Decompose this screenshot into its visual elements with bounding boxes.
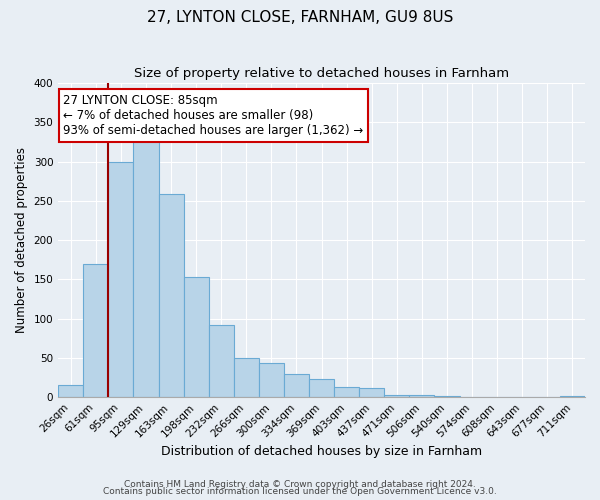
Bar bbox=[133, 140, 158, 397]
Bar bbox=[158, 194, 184, 397]
Text: Contains public sector information licensed under the Open Government Licence v3: Contains public sector information licen… bbox=[103, 487, 497, 496]
Text: 27, LYNTON CLOSE, FARNHAM, GU9 8US: 27, LYNTON CLOSE, FARNHAM, GU9 8US bbox=[147, 10, 453, 25]
Y-axis label: Number of detached properties: Number of detached properties bbox=[15, 147, 28, 333]
Bar bbox=[109, 162, 133, 397]
Bar bbox=[560, 396, 585, 397]
Bar bbox=[259, 364, 284, 397]
Bar bbox=[434, 396, 460, 397]
Bar bbox=[58, 386, 83, 397]
Bar bbox=[284, 374, 309, 397]
Bar bbox=[209, 325, 234, 397]
Bar bbox=[385, 395, 409, 397]
Text: 27 LYNTON CLOSE: 85sqm
← 7% of detached houses are smaller (98)
93% of semi-deta: 27 LYNTON CLOSE: 85sqm ← 7% of detached … bbox=[64, 94, 364, 137]
Bar bbox=[409, 395, 434, 397]
X-axis label: Distribution of detached houses by size in Farnham: Distribution of detached houses by size … bbox=[161, 444, 482, 458]
Bar bbox=[184, 277, 209, 397]
Bar bbox=[309, 379, 334, 397]
Bar bbox=[334, 387, 359, 397]
Title: Size of property relative to detached houses in Farnham: Size of property relative to detached ho… bbox=[134, 68, 509, 80]
Bar bbox=[234, 358, 259, 397]
Bar bbox=[359, 388, 385, 397]
Bar bbox=[83, 264, 109, 397]
Text: Contains HM Land Registry data © Crown copyright and database right 2024.: Contains HM Land Registry data © Crown c… bbox=[124, 480, 476, 489]
